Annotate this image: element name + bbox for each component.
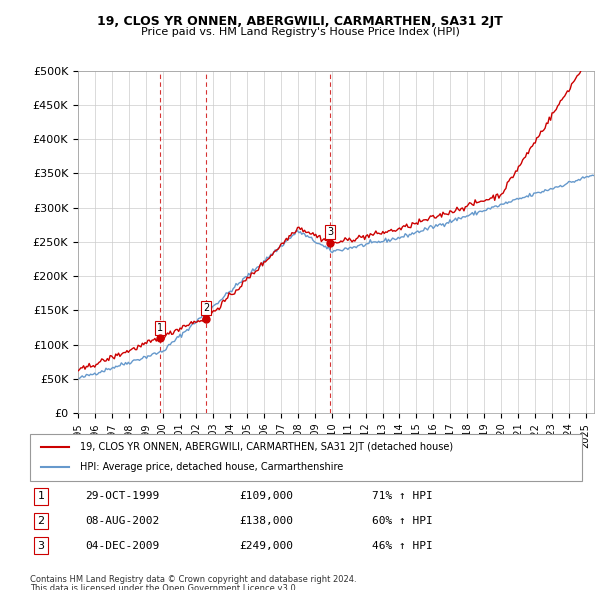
Text: 3: 3 [328,227,334,237]
FancyBboxPatch shape [30,434,582,481]
Text: 3: 3 [38,541,44,550]
Text: £138,000: £138,000 [240,516,294,526]
Text: 1: 1 [157,323,163,333]
Text: 19, CLOS YR ONNEN, ABERGWILI, CARMARTHEN, SA31 2JT: 19, CLOS YR ONNEN, ABERGWILI, CARMARTHEN… [97,15,503,28]
Text: £109,000: £109,000 [240,491,294,501]
Text: 04-DEC-2009: 04-DEC-2009 [85,541,160,550]
Text: 60% ↑ HPI: 60% ↑ HPI [372,516,433,526]
Text: This data is licensed under the Open Government Licence v3.0.: This data is licensed under the Open Gov… [30,584,298,590]
Text: HPI: Average price, detached house, Carmarthenshire: HPI: Average price, detached house, Carm… [80,462,343,471]
Text: 29-OCT-1999: 29-OCT-1999 [85,491,160,501]
Text: Price paid vs. HM Land Registry's House Price Index (HPI): Price paid vs. HM Land Registry's House … [140,27,460,37]
Text: 2: 2 [203,303,209,313]
Text: 19, CLOS YR ONNEN, ABERGWILI, CARMARTHEN, SA31 2JT (detached house): 19, CLOS YR ONNEN, ABERGWILI, CARMARTHEN… [80,442,453,452]
Text: 2: 2 [37,516,44,526]
Text: 71% ↑ HPI: 71% ↑ HPI [372,491,433,501]
Text: 08-AUG-2002: 08-AUG-2002 [85,516,160,526]
Text: 46% ↑ HPI: 46% ↑ HPI [372,541,433,550]
Text: £249,000: £249,000 [240,541,294,550]
Text: Contains HM Land Registry data © Crown copyright and database right 2024.: Contains HM Land Registry data © Crown c… [30,575,356,584]
Text: 1: 1 [38,491,44,501]
